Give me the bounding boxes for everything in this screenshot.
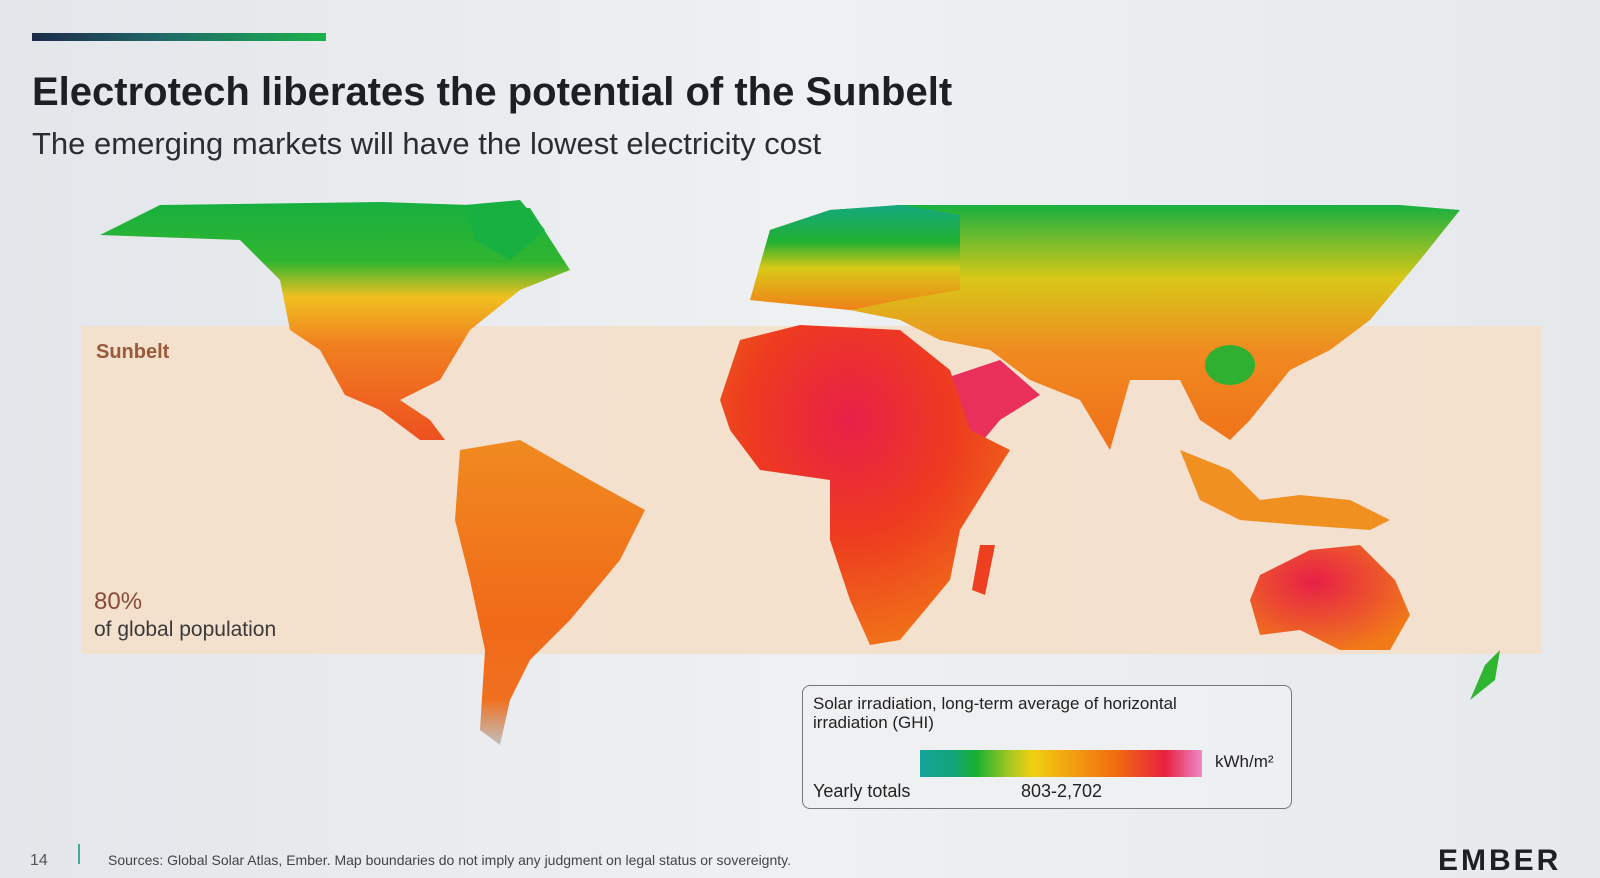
north-america: [100, 202, 570, 440]
madagascar: [972, 545, 995, 595]
legend-row-label: Yearly totals: [813, 781, 911, 801]
europe: [750, 205, 960, 310]
south-america: [455, 440, 645, 745]
population-percent: 80%: [94, 588, 143, 615]
page-number: 14: [30, 852, 48, 869]
population-caption: of global population: [94, 618, 277, 641]
legend-unit: kWh/m²: [1215, 752, 1274, 771]
legend-title: Solar irradiation, long-term average of …: [813, 694, 1177, 732]
africa: [720, 325, 1010, 645]
greenland: [465, 200, 545, 260]
accent-bar: [32, 33, 326, 41]
legend-box: Solar irradiation, long-term average of …: [802, 685, 1292, 809]
ember-logo: EMBER: [1438, 844, 1562, 877]
australia: [1250, 545, 1410, 650]
footer-divider: [78, 844, 80, 864]
sunbelt-label: Sunbelt: [96, 341, 170, 363]
china-low-irradiation-region: [1205, 345, 1255, 385]
new-zealand: [1470, 650, 1500, 700]
slide-title: Electrotech liberates the potential of t…: [32, 70, 953, 114]
legend-range: 803-2,702: [1021, 781, 1103, 801]
sources-note: Sources: Global Solar Atlas, Ember. Map …: [108, 852, 791, 868]
slide-subtitle: The emerging markets will have the lowes…: [32, 126, 822, 161]
southeast-asia: [1180, 450, 1390, 530]
legend-color-scale: [920, 750, 1202, 777]
